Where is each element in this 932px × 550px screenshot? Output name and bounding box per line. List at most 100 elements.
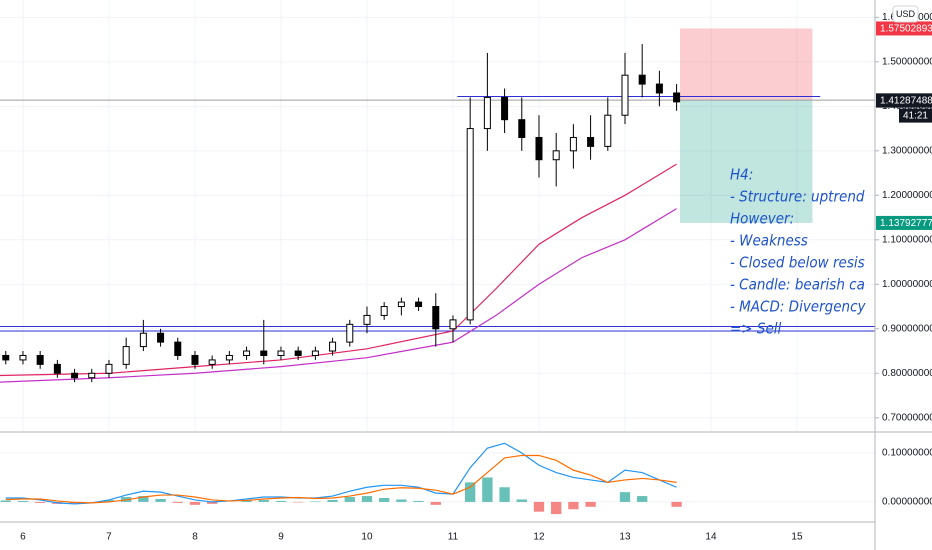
y-tick-label: 0.00000000 [882, 497, 932, 508]
x-tick-label: 13 [619, 532, 631, 543]
histogram-bar [361, 496, 373, 502]
annotation-line: H4: [730, 166, 753, 184]
candle-body [638, 74, 646, 85]
x-tick-label: 12 [533, 532, 545, 543]
candle-body [329, 341, 337, 352]
histogram-bar [379, 498, 390, 502]
candle-body [139, 332, 147, 348]
x-tick-label: 8 [192, 532, 198, 543]
candle-body [88, 372, 96, 379]
price-axis: 0.70000000 0.80000000 0.90000000 1.00000000… [875, 5, 932, 508]
candle-body [294, 350, 302, 356]
candle-body [191, 354, 199, 365]
histogram-bar [568, 501, 579, 510]
y-tick-label: 1.50000000 [882, 56, 932, 67]
candle-body [501, 96, 509, 121]
candle-body [105, 363, 113, 374]
histogram-bar [465, 482, 476, 502]
x-tick-label: 9 [278, 532, 284, 543]
histogram-bar [344, 497, 355, 502]
candle-body [587, 136, 595, 147]
histogram-bar [516, 499, 527, 502]
annotation-line: => Sell [730, 320, 782, 338]
histogram-bar [551, 501, 562, 515]
candle-body [2, 354, 10, 361]
histogram-bar [35, 501, 46, 503]
x-tick-label: 10 [361, 532, 373, 543]
macd-pane [0, 442, 875, 515]
moving-average [0, 163, 677, 377]
candle-body [363, 314, 371, 325]
histogram-bar [499, 487, 510, 502]
histogram-bar [585, 501, 596, 507]
candle-body [449, 319, 457, 330]
signal-line [5, 454, 677, 504]
histogram-bar [172, 501, 183, 503]
candle-body [243, 350, 251, 356]
price-label: 1.57502893 [880, 24, 932, 35]
main-pane: H4: - Structure: uptrend However: - Weaknes… [0, 0, 875, 432]
annotation-line: - Weakness [730, 232, 808, 250]
annotation-line: - MACD: Divergency [730, 298, 867, 316]
candle-body [53, 363, 61, 374]
candle-body [71, 372, 79, 379]
histogram-bar [619, 492, 631, 502]
annotation-line: - Candle: bearish ca [730, 276, 865, 294]
histogram-bar [637, 496, 648, 502]
candle-body [552, 150, 560, 161]
y-tick-label: 0.70000000 [882, 412, 932, 423]
candle-body [604, 114, 612, 147]
candle-body [483, 96, 491, 130]
x-tick-label: 15 [791, 532, 803, 543]
histogram-bar [207, 501, 218, 504]
candle-body [122, 346, 130, 365]
candle-body [466, 128, 474, 321]
y-tick-label: 0.90000000 [882, 323, 932, 334]
x-tick-label: 7 [106, 532, 112, 543]
moving-average [0, 208, 677, 383]
histogram-bar [103, 499, 115, 502]
target-zone [680, 100, 813, 223]
candle-body [277, 350, 285, 356]
x-tick-label: 11 [448, 532, 459, 543]
histogram-bar [671, 501, 682, 507]
x-tick-label: 14 [705, 532, 717, 543]
price-label: 1.41287488 [880, 96, 932, 107]
x-tick-label: 6 [20, 532, 26, 543]
candle-body [174, 341, 182, 356]
annotation-line: - Structure: uptrend [730, 188, 865, 206]
candle-body [655, 83, 663, 94]
candle-body [380, 306, 388, 316]
y-tick-label: 1.20000000 [882, 190, 932, 201]
histogram-bar [275, 500, 287, 502]
histogram-bar [138, 496, 149, 502]
countdown-box [899, 108, 932, 123]
candle-body [569, 136, 577, 152]
histogram-bar [258, 499, 269, 502]
price-label: 1.13792777 [880, 218, 932, 229]
histogram-bar [17, 500, 29, 502]
y-tick-label: 1.10000000 [882, 234, 932, 245]
histogram-bar [533, 501, 545, 512]
y-tick-label: 0.10000000 [882, 448, 932, 459]
price-label-box [876, 215, 932, 230]
histogram-bar [430, 501, 441, 505]
histogram-bar [155, 498, 166, 502]
histogram-bar [413, 500, 424, 502]
candle-body [208, 359, 216, 365]
candle-body [19, 354, 27, 361]
candle-body [432, 306, 440, 330]
price-label-box [876, 93, 932, 108]
y-tick-label: 0.80000000 [882, 368, 932, 379]
macd-line [5, 442, 677, 505]
currency-badge [892, 5, 919, 23]
annotation-line: However: [730, 210, 794, 228]
histogram-bar [0, 500, 11, 502]
currency: USD [896, 9, 916, 19]
candle-body [621, 74, 629, 116]
histogram-bar [327, 499, 338, 502]
candle-body [673, 92, 681, 103]
candle-body [225, 354, 233, 361]
candle-body [397, 301, 405, 308]
histogram-bar [482, 477, 493, 502]
